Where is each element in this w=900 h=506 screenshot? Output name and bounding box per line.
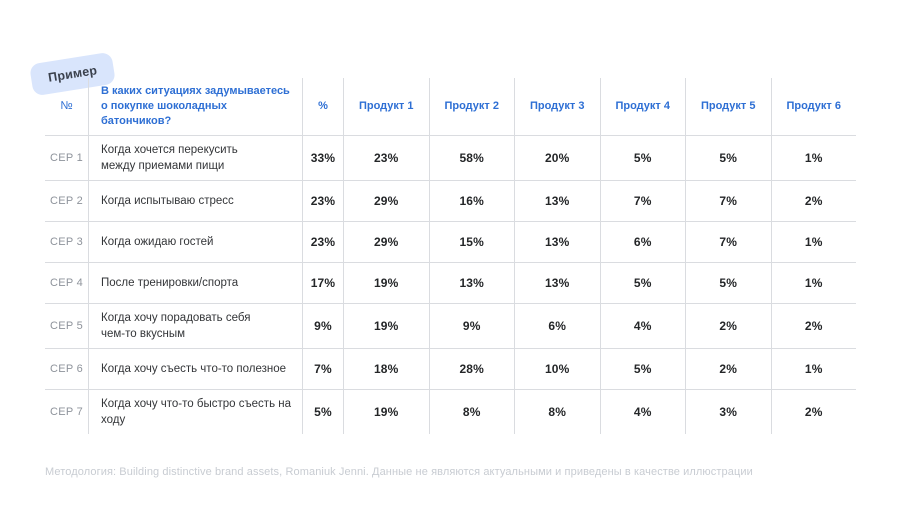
- cell-value: 23%: [343, 135, 429, 180]
- cell-value: 2%: [770, 180, 857, 221]
- column-header-number: №: [60, 100, 73, 113]
- table-header-row: № В каких ситуациях задумываетесь о поку…: [45, 78, 856, 136]
- cell-value: 5%: [599, 135, 686, 180]
- row-question: Когда ожидаю гостей: [88, 221, 302, 262]
- row-question: После тренировки/спорта: [88, 262, 302, 303]
- row-question: Когда хочу порадовать себя чем-то вкусны…: [88, 303, 302, 348]
- row-id: CEP 3: [49, 235, 84, 248]
- cell-value: 7%: [685, 221, 771, 262]
- cell-value: 1%: [770, 221, 857, 262]
- cell-value: 5%: [599, 262, 686, 303]
- row-id: CEP 6: [49, 362, 84, 375]
- cell-value: 13%: [514, 221, 600, 262]
- table-row: CEP 2 Когда испытываю стресс 23% 29% 16%…: [45, 180, 857, 222]
- row-question: Когда хочу что-то быстро съесть на ходу: [88, 389, 302, 435]
- cell-value: 2%: [685, 348, 771, 389]
- cell-value: 4%: [599, 389, 686, 435]
- column-header-product-5: Продукт 5: [685, 78, 771, 135]
- cell-value: 2%: [685, 303, 771, 348]
- cell-value: 29%: [343, 180, 429, 221]
- cell-value: 23%: [302, 221, 343, 262]
- cell-value: 5%: [685, 135, 771, 180]
- cell-value: 58%: [428, 135, 515, 180]
- cell-value: 29%: [343, 221, 429, 262]
- table-row: CEP 3 Когда ожидаю гостей 23% 29% 15% 13…: [45, 221, 857, 263]
- column-header-product-4: Продукт 4: [599, 78, 686, 135]
- cell-value: 1%: [770, 262, 857, 303]
- row-question: Когда испытываю стресс: [88, 180, 302, 221]
- cell-value: 6%: [599, 221, 686, 262]
- cell-value: 4%: [599, 303, 686, 348]
- column-header-product-2: Продукт 2: [428, 78, 515, 135]
- row-question: Когда хочется перекусить между приемами …: [88, 135, 302, 180]
- table-row: CEP 1 Когда хочется перекусить между при…: [45, 135, 857, 181]
- cell-value: 18%: [343, 348, 429, 389]
- cell-value: 10%: [514, 348, 600, 389]
- column-header-product-1: Продукт 1: [343, 78, 429, 135]
- column-header-percent: %: [302, 78, 343, 135]
- cell-value: 6%: [514, 303, 600, 348]
- cell-value: 9%: [428, 303, 515, 348]
- cell-value: 13%: [514, 262, 600, 303]
- cell-value: 1%: [770, 348, 857, 389]
- cell-value: 16%: [428, 180, 515, 221]
- cell-value: 5%: [302, 389, 343, 435]
- cell-value: 23%: [302, 180, 343, 221]
- cell-value: 13%: [428, 262, 515, 303]
- row-id: CEP 5: [49, 319, 84, 332]
- cell-value: 7%: [685, 180, 771, 221]
- cell-value: 2%: [770, 389, 857, 435]
- cell-value: 8%: [514, 389, 600, 435]
- methodology-note: Методология: Building distinctive brand …: [45, 466, 753, 478]
- cell-value: 28%: [428, 348, 515, 389]
- cell-value: 19%: [343, 389, 429, 435]
- table-row: CEP 7 Когда хочу что-то быстро съесть на…: [45, 389, 857, 435]
- cell-value: 33%: [302, 135, 343, 180]
- cell-value: 19%: [343, 262, 429, 303]
- column-header-product-3: Продукт 3: [514, 78, 600, 135]
- cell-value: 9%: [302, 303, 343, 348]
- cell-value: 2%: [770, 303, 857, 348]
- cell-value: 5%: [685, 262, 771, 303]
- row-question: Когда хочу съесть что-то полезное: [88, 348, 302, 389]
- cell-value: 17%: [302, 262, 343, 303]
- row-id: CEP 2: [49, 194, 84, 207]
- cell-value: 3%: [685, 389, 771, 435]
- column-header-question: В каких ситуациях задумываетесь о покупк…: [88, 78, 302, 135]
- table-row: CEP 4 После тренировки/спорта 17% 19% 13…: [45, 262, 857, 304]
- cell-value: 8%: [428, 389, 515, 435]
- row-id: CEP 1: [49, 151, 84, 164]
- table-row: CEP 5 Когда хочу порадовать себя чем-то …: [45, 303, 857, 349]
- cell-value: 7%: [302, 348, 343, 389]
- cell-value: 13%: [514, 180, 600, 221]
- table-row: CEP 6 Когда хочу съесть что-то полезное …: [45, 348, 857, 390]
- column-header-product-6: Продукт 6: [770, 78, 857, 135]
- cell-value: 19%: [343, 303, 429, 348]
- cell-value: 7%: [599, 180, 686, 221]
- row-id: CEP 7: [49, 406, 84, 418]
- cell-value: 20%: [514, 135, 600, 180]
- cell-value: 15%: [428, 221, 515, 262]
- cell-value: 1%: [770, 135, 857, 180]
- cep-table: № В каких ситуациях задумываетесь о поку…: [45, 78, 857, 435]
- cell-value: 5%: [599, 348, 686, 389]
- row-id: CEP 4: [49, 276, 84, 289]
